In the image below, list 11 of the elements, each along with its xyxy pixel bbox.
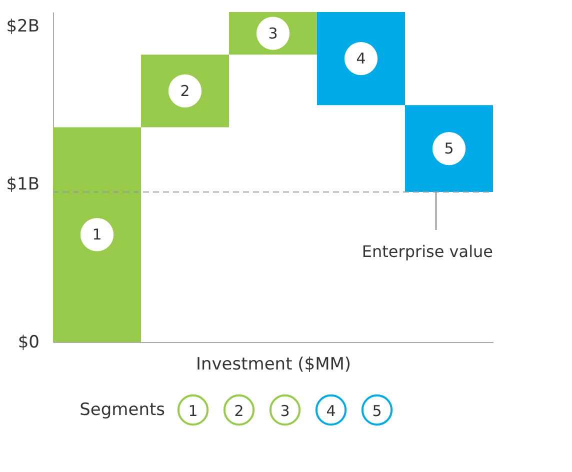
y-tick-label: $0 bbox=[18, 332, 40, 352]
y-tick-label: $1B bbox=[6, 174, 40, 195]
category-label: 3 bbox=[280, 402, 290, 420]
category-label: 2 bbox=[234, 402, 244, 420]
category-label: 1 bbox=[188, 402, 198, 420]
x-axis-title: Investment ($MM) bbox=[196, 354, 352, 374]
category-label: 5 bbox=[372, 402, 382, 420]
legend-label: Enterprise value bbox=[362, 242, 493, 261]
y-tick-label: $2B bbox=[6, 16, 40, 37]
category-label: 4 bbox=[326, 402, 336, 420]
legend-title: Segments bbox=[80, 400, 166, 420]
